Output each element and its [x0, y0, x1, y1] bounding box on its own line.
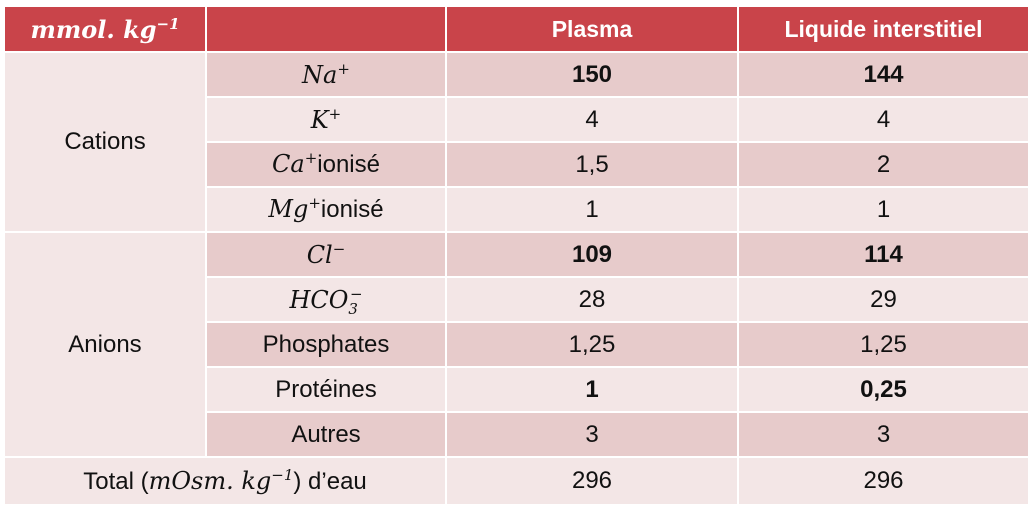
total-row: Total (mOsm. kg−1) d’eau 296 296: [5, 458, 1030, 506]
total-label: Total (mOsm. kg−1) d’eau: [5, 458, 447, 506]
total-interstitiel: 296: [739, 458, 1030, 506]
interstitiel-value: 1: [739, 188, 1030, 233]
interstitiel-header: Liquide interstitiel: [739, 7, 1030, 53]
table-row: K+ 4 4: [5, 98, 1030, 143]
plasma-value: 1: [447, 368, 739, 413]
interstitiel-value: 2: [739, 143, 1030, 188]
ion-label: Ca+ionisé: [207, 143, 447, 188]
plasma-value: 3: [447, 413, 739, 458]
plasma-header: Plasma: [447, 7, 739, 53]
row-label: Protéines: [207, 368, 447, 413]
table-row: Protéines 1 0,25: [5, 368, 1030, 413]
empty-header: [207, 7, 447, 53]
interstitiel-value: 3: [739, 413, 1030, 458]
plasma-value: 4: [447, 98, 739, 143]
interstitiel-value: 144: [739, 53, 1030, 98]
table-row: Phosphates 1,25 1,25: [5, 323, 1030, 368]
interstitiel-value: 29: [739, 278, 1030, 323]
interstitiel-value: 4: [739, 98, 1030, 143]
plasma-value: 109: [447, 233, 739, 278]
plasma-value: 28: [447, 278, 739, 323]
interstitiel-value: 114: [739, 233, 1030, 278]
row-label: Phosphates: [207, 323, 447, 368]
table-row: Ca+ionisé 1,5 2: [5, 143, 1030, 188]
ion-label: Mg+ionisé: [207, 188, 447, 233]
interstitiel-value: 0,25: [739, 368, 1030, 413]
table-row: Autres 3 3: [5, 413, 1030, 458]
header-row: mmol. kg−1 Plasma Liquide interstitiel: [5, 7, 1030, 53]
table-row: Cations Na+ 150 144: [5, 53, 1030, 233]
table-row: Anions Cl− 109 114: [5, 233, 1030, 458]
table-row: Mg+ionisé 1 1: [5, 188, 1030, 233]
table-row: HCO3− 28 29: [5, 278, 1030, 323]
interstitiel-value: 1,25: [739, 323, 1030, 368]
plasma-value: 1: [447, 188, 739, 233]
electrolyte-table: mmol. kg−1 Plasma Liquide interstitiel C…: [5, 7, 1030, 506]
ion-label: HCO3−: [207, 278, 447, 323]
group-anions: Anions: [5, 233, 207, 458]
ion-label: Na+: [207, 53, 447, 98]
plasma-value: 1,5: [447, 143, 739, 188]
ion-label: K+: [207, 98, 447, 143]
ion-label: Cl−: [207, 233, 447, 278]
plasma-value: 150: [447, 53, 739, 98]
group-cations: Cations: [5, 53, 207, 233]
plasma-value: 1,25: [447, 323, 739, 368]
row-label: Autres: [207, 413, 447, 458]
unit-header: mmol. kg−1: [5, 7, 207, 53]
total-plasma: 296: [447, 458, 739, 506]
